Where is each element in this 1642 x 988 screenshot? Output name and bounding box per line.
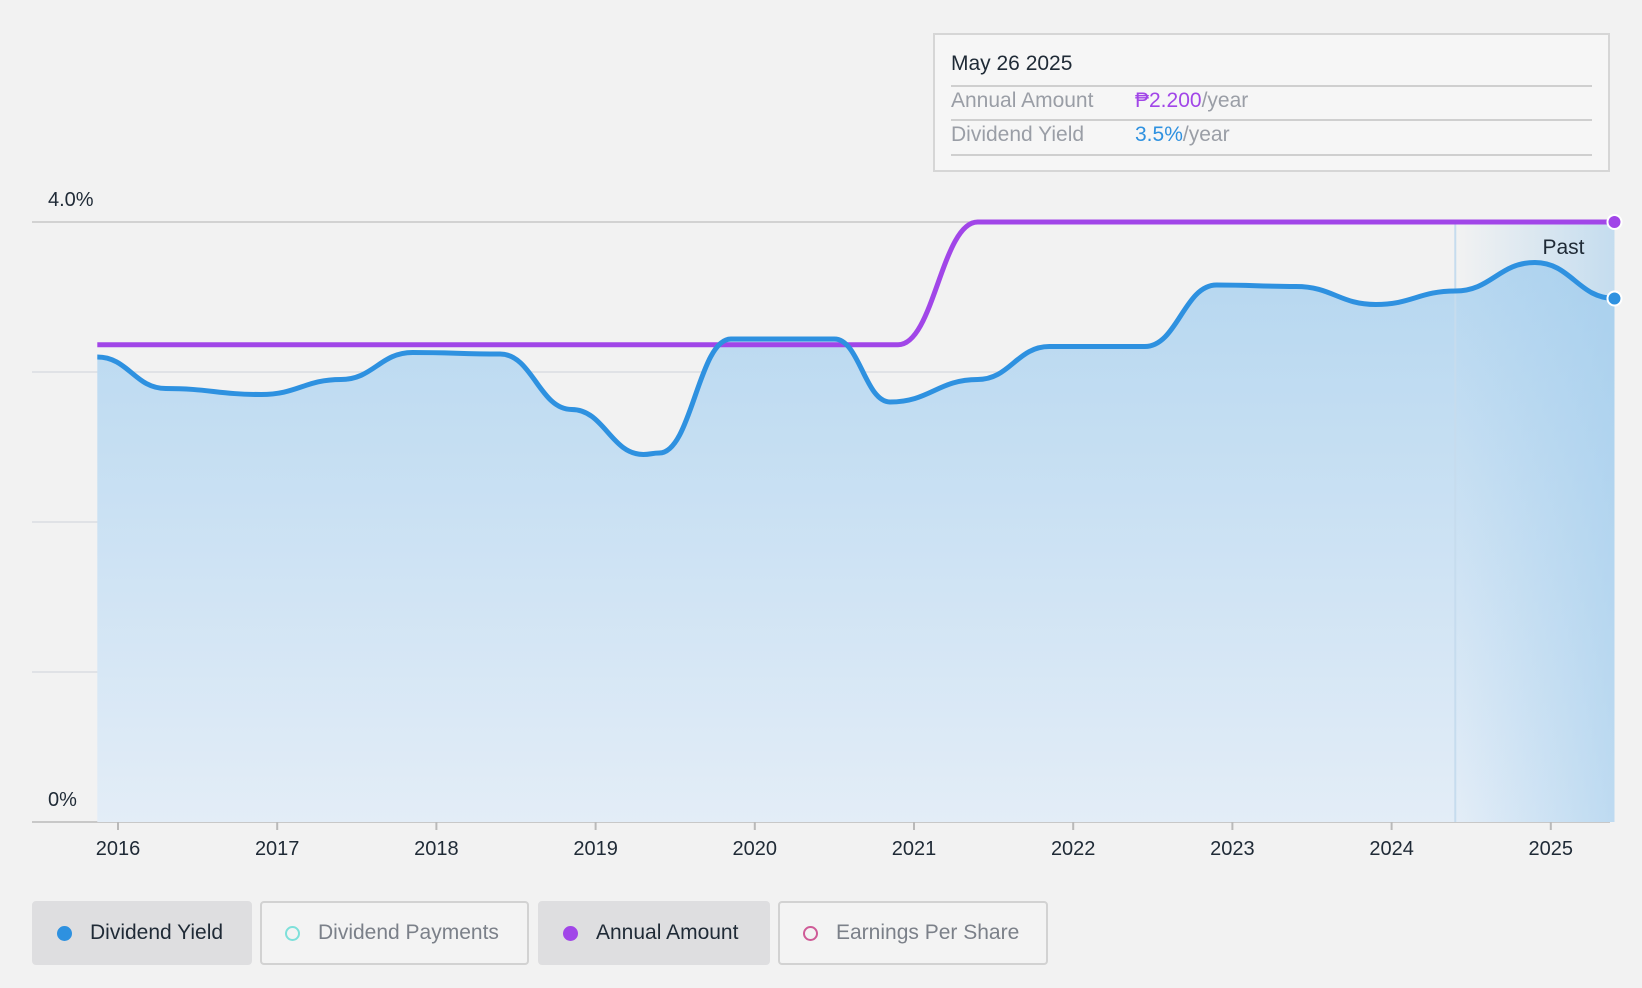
x-tick-label: 2024 bbox=[1369, 838, 1414, 860]
x-tick-label: 2021 bbox=[892, 838, 937, 860]
x-tick-label: 2019 bbox=[573, 838, 618, 860]
tooltip-yield-value: 3.5% bbox=[1135, 123, 1183, 146]
tooltip-divider bbox=[951, 119, 1592, 121]
annual-amount-dot-icon bbox=[563, 925, 578, 941]
x-tick-label: 2018 bbox=[414, 838, 459, 860]
tooltip-date: May 26 2025 bbox=[951, 52, 1073, 75]
tooltip-yield-label: Dividend Yield bbox=[951, 123, 1085, 146]
x-axis: 2016 2017 2018 2019 2020 2021 2022 2023 2024 2025 bbox=[96, 822, 1573, 860]
tooltip-yield-unit: /year bbox=[1182, 123, 1230, 146]
dividend-yield-end-point bbox=[1606, 290, 1623, 307]
tooltip-annual-value-group: ₱2.200/year bbox=[1135, 89, 1248, 113]
legend-label: Dividend Yield bbox=[90, 921, 224, 944]
legend-dividend-yield[interactable]: Dividend Yield bbox=[32, 901, 252, 965]
dividend-yield-dot-icon bbox=[57, 925, 72, 941]
y-tick-label: 4.0% bbox=[48, 189, 94, 211]
dividend-chart: Past 4.0% 0% 2016 2017 2018 2019 2020 2021 202… bbox=[32, 189, 1623, 860]
y-tick-label: 0% bbox=[48, 789, 77, 811]
x-tick-label: 2020 bbox=[733, 838, 778, 860]
annual-amount-line bbox=[97, 219, 1615, 348]
past-label: Past bbox=[1542, 236, 1584, 259]
tooltip-divider bbox=[951, 85, 1592, 87]
past-region bbox=[1455, 222, 1615, 822]
dividend-payments-ring-icon bbox=[285, 925, 300, 941]
tooltip-divider bbox=[951, 154, 1592, 156]
x-tick-label: 2016 bbox=[96, 838, 141, 860]
legend-earnings-per-share[interactable]: Earnings Per Share bbox=[778, 901, 1048, 965]
tooltip-annual-unit: /year bbox=[1201, 89, 1249, 112]
legend-label: Dividend Payments bbox=[318, 921, 499, 944]
legend-annual-amount[interactable]: Annual Amount bbox=[538, 901, 770, 965]
x-tick-label: 2017 bbox=[255, 838, 300, 860]
dividend-yield-area bbox=[97, 262, 1615, 822]
x-tick-label: 2023 bbox=[1210, 838, 1255, 860]
hover-tooltip: May 26 2025 Annual Amount ₱2.200/year Di… bbox=[933, 33, 1610, 172]
tooltip-yield-value-group: 3.5%/year bbox=[1135, 123, 1230, 147]
dividend-yield-line bbox=[97, 259, 1615, 458]
legend-label: Earnings Per Share bbox=[836, 921, 1020, 944]
annual-amount-end-point bbox=[1606, 214, 1623, 230]
legend-dividend-payments[interactable]: Dividend Payments bbox=[260, 901, 529, 965]
earnings-per-share-ring-icon bbox=[803, 925, 818, 941]
x-tick-label: 2022 bbox=[1051, 838, 1096, 860]
tooltip-annual-value: ₱2.200 bbox=[1135, 89, 1202, 112]
x-tick-label: 2025 bbox=[1529, 838, 1574, 860]
tooltip-annual-label: Annual Amount bbox=[951, 89, 1094, 112]
legend-label: Annual Amount bbox=[596, 921, 739, 944]
